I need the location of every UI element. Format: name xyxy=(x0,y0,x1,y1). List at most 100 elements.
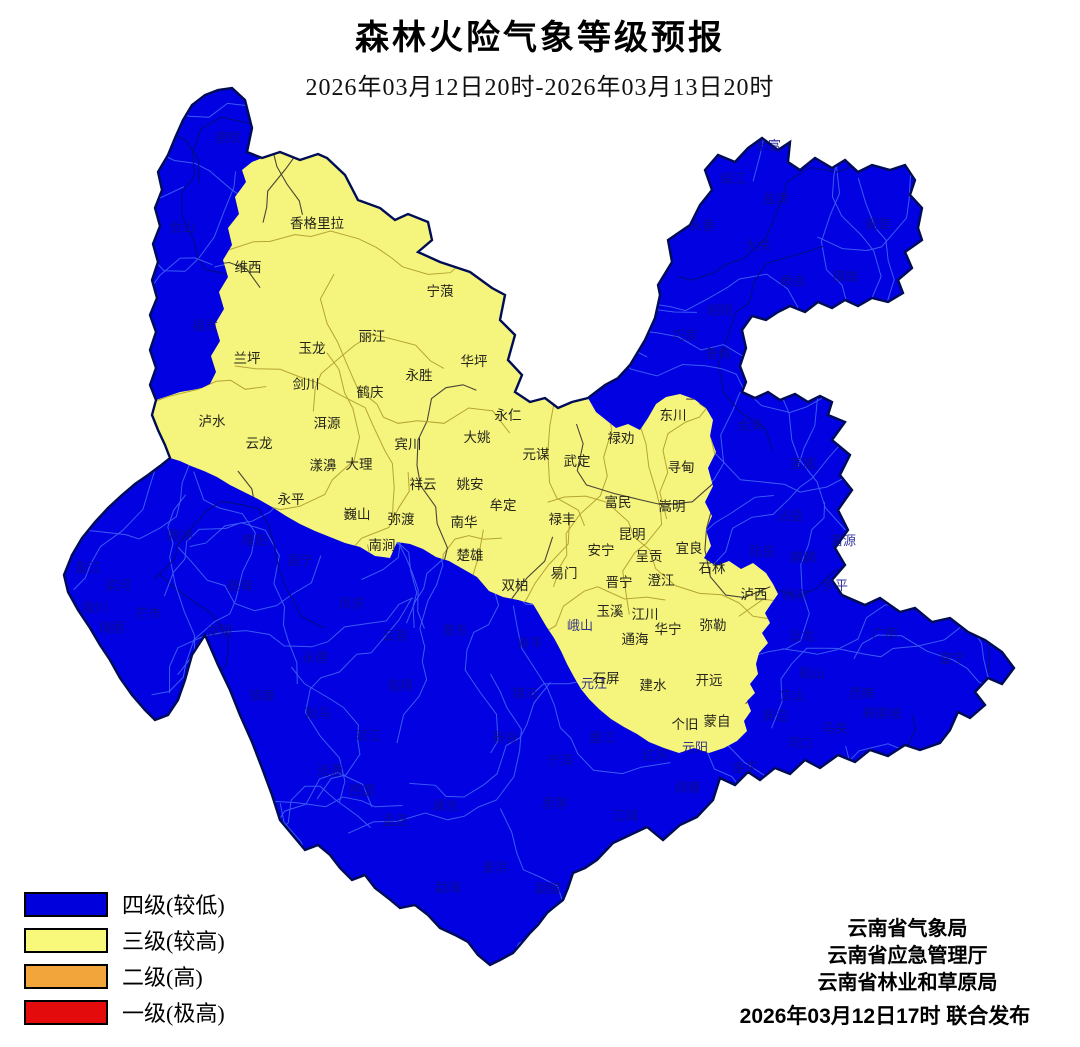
county-border-line xyxy=(845,746,899,901)
county-label: 镇康 xyxy=(249,688,275,703)
county-border-line xyxy=(609,352,838,414)
county-label: 巍山 xyxy=(344,507,371,522)
county-label: 昆明 xyxy=(619,527,646,542)
county-label: 西盟 xyxy=(349,783,375,798)
county-label: 鲁甸 xyxy=(705,346,731,361)
county-label: 福贡 xyxy=(192,318,218,333)
county-border-line xyxy=(151,471,256,696)
legend-label: 三级(较高) xyxy=(122,929,225,954)
legend-label: 一级(极高) xyxy=(122,1001,225,1026)
county-label: 云县 xyxy=(382,628,408,643)
county-label: 耿马 xyxy=(305,706,331,721)
county-border-line xyxy=(738,585,778,617)
county-label: 昌宁 xyxy=(287,553,313,568)
agency-name: 云南省气象局 xyxy=(847,918,968,940)
county-label: 江城 xyxy=(612,808,638,823)
county-label: 西畴 xyxy=(849,686,875,701)
county-border-line xyxy=(227,230,467,275)
county-label: 永德 xyxy=(302,650,328,665)
county-label: 弥渡 xyxy=(388,511,415,527)
county-label: 腾冲 xyxy=(167,528,193,543)
county-label: 广南 xyxy=(872,626,898,641)
issuing-agencies: 云南省气象局 云南省应急管理厅 云南省林业和草原局 xyxy=(755,916,1060,997)
county-label: 通海 xyxy=(622,632,649,647)
county-label: 石林 xyxy=(699,561,727,576)
county-label: 永平 xyxy=(278,492,305,507)
county-label: 云龙 xyxy=(246,436,273,451)
county-border-line xyxy=(177,546,322,612)
county-label: 勐海 xyxy=(435,880,461,895)
county-label: 开远 xyxy=(696,673,724,688)
county-border-line xyxy=(597,204,648,358)
county-border-line xyxy=(290,666,361,800)
county-label: 河口 xyxy=(787,736,813,751)
county-label: 龙陵 xyxy=(207,623,233,638)
county-border-line xyxy=(181,116,251,275)
county-label: 绥江 xyxy=(720,171,746,186)
legend-label: 二级(高) xyxy=(122,965,203,990)
county-border-line xyxy=(512,605,671,775)
county-border-line xyxy=(599,172,658,334)
county-label: 泸水 xyxy=(199,414,226,429)
county-label: 禄丰 xyxy=(549,512,576,527)
county-label: 澄江 xyxy=(648,573,675,588)
county-label: 兰坪 xyxy=(234,351,261,366)
county-label: 楚雄 xyxy=(457,548,484,563)
county-border-line xyxy=(169,597,414,694)
county-label: 新平 xyxy=(517,636,543,651)
county-label: 建水 xyxy=(640,678,668,693)
county-label: 香格里拉 xyxy=(290,216,344,231)
county-border-line xyxy=(319,273,511,434)
page-title: 森林火险气象等级预报 xyxy=(355,19,725,57)
county-label: 景谷 xyxy=(492,730,518,745)
county-border-line xyxy=(163,522,298,685)
county-border-line xyxy=(80,439,210,540)
county-label: 麻栗坡 xyxy=(862,706,901,721)
county-label: 镇沅 xyxy=(512,686,538,701)
county-label: 屏边 xyxy=(762,708,788,723)
county-label: 呈贡 xyxy=(636,549,663,564)
county-label: 牟定 xyxy=(490,498,517,513)
county-label: 陇川 xyxy=(82,600,108,615)
legend-row-1: 四级(较低) xyxy=(24,891,225,918)
county-label: 麒麟 xyxy=(790,550,816,565)
county-border-line xyxy=(215,152,304,215)
county-label: 东川 xyxy=(660,408,687,423)
county-label: 孟连 xyxy=(382,813,408,828)
county-label: 凤庆 xyxy=(339,596,365,611)
county-label: 水富 xyxy=(755,138,781,153)
county-label: 禄劝 xyxy=(608,431,635,446)
county-label: 宁洱 xyxy=(547,753,573,768)
county-label: 会泽 xyxy=(737,418,763,433)
county-label: 洱源 xyxy=(314,416,341,431)
county-label: 武定 xyxy=(564,454,591,469)
county-label: 丘北 xyxy=(789,628,815,643)
county-label: 维西 xyxy=(235,260,262,275)
county-label: 隆阳 xyxy=(242,533,268,548)
county-label: 双柏 xyxy=(502,578,529,593)
county-label: 沧源 xyxy=(317,763,343,778)
legend: 四级(较低) 三级(较高) 二级(高) 一级(极高) xyxy=(24,891,225,1035)
county-label: 宜良 xyxy=(676,541,703,556)
legend-swatch xyxy=(24,891,108,917)
county-label: 弥勒 xyxy=(700,617,727,633)
county-label: 大姚 xyxy=(464,430,491,445)
county-label: 安宁 xyxy=(588,542,615,558)
county-label: 祥云 xyxy=(410,477,437,492)
legend-swatch xyxy=(24,963,108,989)
county-label: 大理 xyxy=(346,457,373,472)
legend-swatch xyxy=(24,999,108,1025)
county-label: 澜沧 xyxy=(432,798,458,813)
county-label: 华宁 xyxy=(655,621,682,637)
county-border-line xyxy=(547,495,771,620)
county-label: 芒市 xyxy=(135,606,161,621)
agency-name: 云南省应急管理厅 xyxy=(827,945,988,967)
county-label: 元谋 xyxy=(523,447,551,462)
county-label: 勐腊 xyxy=(535,881,561,896)
county-label: 蒙自 xyxy=(704,714,731,729)
county-label: 姚安 xyxy=(457,477,484,492)
county-label: 宁蒗 xyxy=(427,283,454,299)
issue-time: 2026年03月12日17时 联合发布 xyxy=(739,1005,1031,1028)
